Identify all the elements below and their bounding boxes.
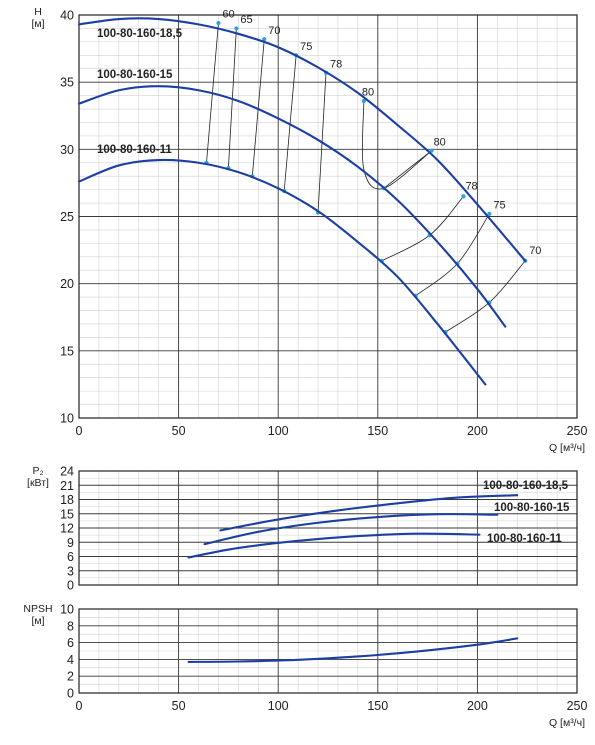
series-line-3 — [77, 158, 487, 386]
y-tick-label: 0 — [67, 579, 74, 593]
x-tick-label: 50 — [172, 699, 186, 713]
y-tick-label: 21 — [60, 479, 74, 493]
efficiency-label-70: 70 — [268, 25, 280, 37]
efficiency-point — [429, 148, 434, 153]
efficiency-point — [234, 26, 239, 31]
efficiency-point — [216, 20, 221, 26]
y-tick-label: 24 — [60, 465, 74, 479]
y-axis-unit: [кВт] — [27, 477, 49, 489]
y-axis-title: H — [34, 6, 42, 18]
efficiency-point — [487, 211, 492, 216]
y-tick-label: 10 — [60, 603, 74, 617]
x-tick-label: 200 — [467, 699, 488, 713]
x-tick-label: 0 — [76, 699, 83, 713]
efficiency-label-78: 78 — [465, 181, 477, 193]
series-label-2: 100-80-160-15 — [494, 502, 570, 514]
minor-grid — [78, 608, 578, 694]
x-tick-label: 100 — [268, 424, 289, 438]
efficiency-label-75: 75 — [300, 41, 312, 53]
efficiency-line-70 — [251, 39, 265, 177]
plot-frame — [78, 470, 578, 586]
y-tick-label: 2 — [67, 670, 74, 684]
chart-panel-1: 10 15 20 25 30 35 40 0 50 100 150 200 250 Q [м³/ч] H[м… — [31, 6, 587, 454]
series-label-2: 100-80-160-15 — [97, 69, 173, 81]
efficiency-label-78: 78 — [330, 58, 342, 70]
y-tick-label: 18 — [60, 493, 74, 507]
y-tick-label: 10 — [60, 412, 74, 426]
y-tick-label: 9 — [67, 536, 74, 550]
plot-frame — [78, 608, 578, 694]
y-axis-unit: [м] — [31, 18, 44, 30]
y-axis-title: P₂ — [32, 465, 43, 477]
efficiency-label-65: 65 — [240, 14, 252, 26]
y-tick-label: 25 — [60, 210, 74, 224]
y-tick-label: 8 — [67, 619, 74, 633]
efficiency-line-75 — [283, 55, 297, 192]
series-line-3 — [187, 532, 481, 559]
y-tick-label: 4 — [67, 653, 74, 667]
efficiency-label-70: 70 — [529, 245, 541, 257]
y-tick-label: 35 — [60, 76, 74, 90]
plot-frame — [78, 14, 578, 419]
efficiency-label-60: 60 — [222, 9, 234, 21]
x-tick-label: 150 — [367, 699, 388, 713]
x-axis-title: Q [м³/ч] — [549, 717, 585, 729]
y-axis-title: NPSH — [23, 603, 52, 615]
x-tick-label: 250 — [567, 424, 588, 438]
x-tick-label: 150 — [367, 424, 388, 438]
y-tick-label: 20 — [60, 277, 74, 291]
efficiency-line-80 — [383, 150, 432, 189]
y-tick-label: 12 — [60, 522, 74, 536]
y-tick-label: 15 — [60, 344, 74, 358]
y-axis-unit: [м] — [31, 615, 44, 627]
y-tick-label: 6 — [67, 636, 74, 650]
efficiency-label-80: 80 — [362, 87, 374, 99]
efficiency-label-75: 75 — [493, 199, 505, 211]
series-line-2 — [77, 85, 507, 328]
series-label-1: 100-80-160-18,5 — [483, 480, 569, 492]
x-tick-label: 0 — [76, 424, 83, 438]
x-axis-title: Q [м³/ч] — [549, 442, 585, 454]
y-tick-label: 0 — [67, 687, 74, 701]
x-tick-label: 50 — [172, 424, 186, 438]
series-line-1 — [187, 637, 519, 663]
y-tick-label: 30 — [60, 143, 74, 157]
y-tick-label: 15 — [60, 507, 74, 521]
efficiency-line-80 — [361, 100, 432, 190]
series-line-1 — [77, 17, 527, 262]
series-line-1 — [219, 494, 519, 532]
efficiency-point — [262, 37, 267, 42]
x-tick-label: 200 — [467, 424, 488, 438]
x-tick-label: 250 — [567, 699, 588, 713]
series-label-3: 100-80-160-11 — [487, 533, 562, 545]
y-tick-label: 6 — [67, 550, 74, 564]
efficiency-label-80: 80 — [434, 136, 446, 148]
series-label-3: 100-80-160-11 — [97, 144, 172, 156]
y-tick-label: 40 — [60, 9, 74, 23]
y-tick-label: 3 — [67, 564, 74, 578]
series-label-1: 100-80-160-18,5 — [97, 28, 183, 40]
efficiency-point — [361, 98, 366, 104]
efficiency-line-78 — [381, 196, 464, 262]
efficiency-lines — [206, 23, 526, 333]
efficiency-point — [461, 194, 466, 199]
series-line-2 — [203, 513, 499, 546]
x-tick-label: 100 — [268, 699, 289, 713]
